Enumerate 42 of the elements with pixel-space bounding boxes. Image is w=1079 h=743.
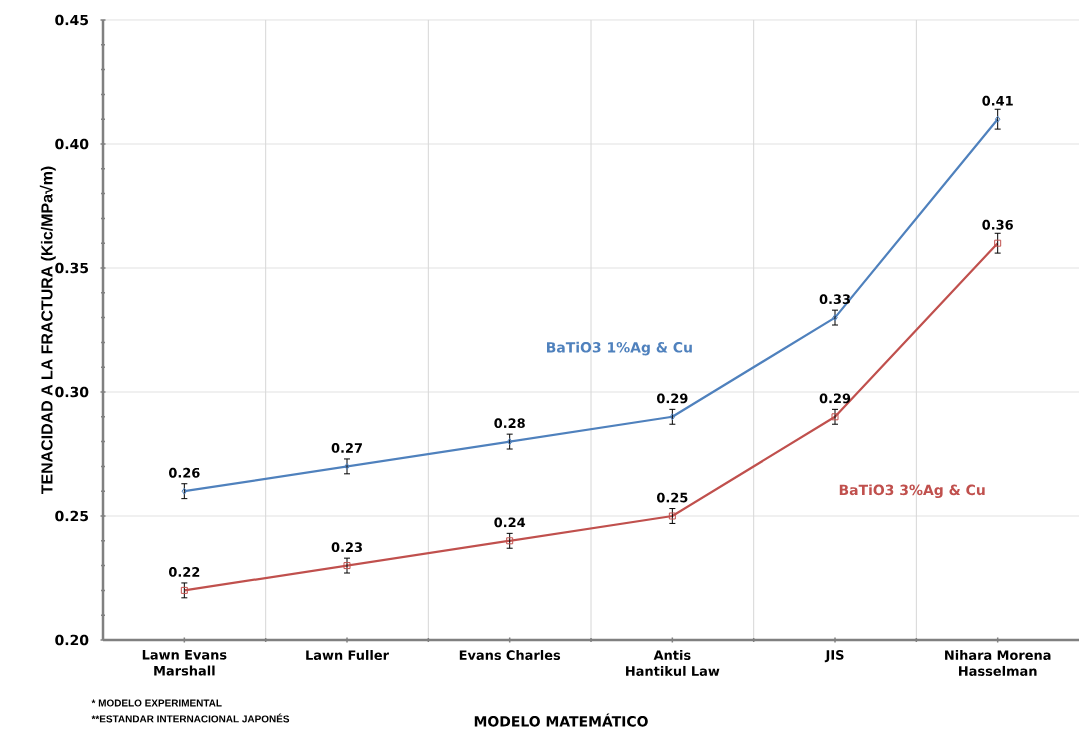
data-label: 0.33 (819, 294, 850, 305)
x-axis-title: MODELO MATEMÁTICO (474, 713, 648, 727)
point (668, 512, 676, 520)
point (994, 115, 1001, 123)
point (180, 586, 188, 594)
x-tick-label: Nihara Morena Hasselman (945, 650, 1051, 676)
y-tick-label: 0.20 (55, 634, 89, 646)
point (343, 562, 351, 570)
data-label: 0.29 (819, 393, 851, 404)
data-label: 0.27 (331, 443, 362, 453)
point (832, 314, 838, 322)
y-tick-label: 0.40 (55, 138, 89, 150)
y-tick-label: 0.35 (55, 262, 89, 274)
point (669, 413, 676, 421)
data-label: 0.36 (982, 219, 1013, 230)
x-tick-label: JIS (824, 650, 844, 663)
y-axis-title: TENACIDAD A LA FRACTURA (Kic/MPa√m) (39, 166, 56, 495)
point (181, 487, 188, 495)
point (831, 413, 839, 421)
point (994, 239, 1002, 247)
x-tick-label: Antis Hantikul Law (626, 650, 720, 676)
text: * MODELO EXPERIMENTAL (91, 699, 222, 707)
point (506, 438, 513, 446)
text: BaTiO3 3%Ag & Cu (839, 484, 985, 498)
y-tick-label: 0.25 (55, 510, 89, 522)
point (506, 537, 514, 545)
data-label: 0.41 (982, 95, 1013, 106)
data-label: 0.25 (656, 492, 688, 503)
data-label: 0.22 (168, 567, 200, 577)
data-label: 0.26 (168, 467, 200, 478)
y-tick-label: 0.45 (55, 14, 89, 26)
point (344, 462, 350, 470)
x-tick-label: Lawn Fuller (306, 650, 389, 661)
y-tick-label: 0.30 (55, 386, 89, 398)
text: BaTiO3 1%Ag & Cu (547, 341, 692, 356)
data-label: 0.23 (331, 542, 362, 553)
x-tick-label: Lawn Evans Marshall (142, 650, 227, 676)
data-label: 0.24 (494, 517, 526, 528)
data-label: 0.28 (494, 418, 525, 429)
x-tick-label: Evans Charles (459, 650, 561, 661)
data-label: 0.29 (656, 393, 688, 404)
text: **ESTANDAR INTERNACIONAL JAPONÉS (91, 713, 290, 723)
